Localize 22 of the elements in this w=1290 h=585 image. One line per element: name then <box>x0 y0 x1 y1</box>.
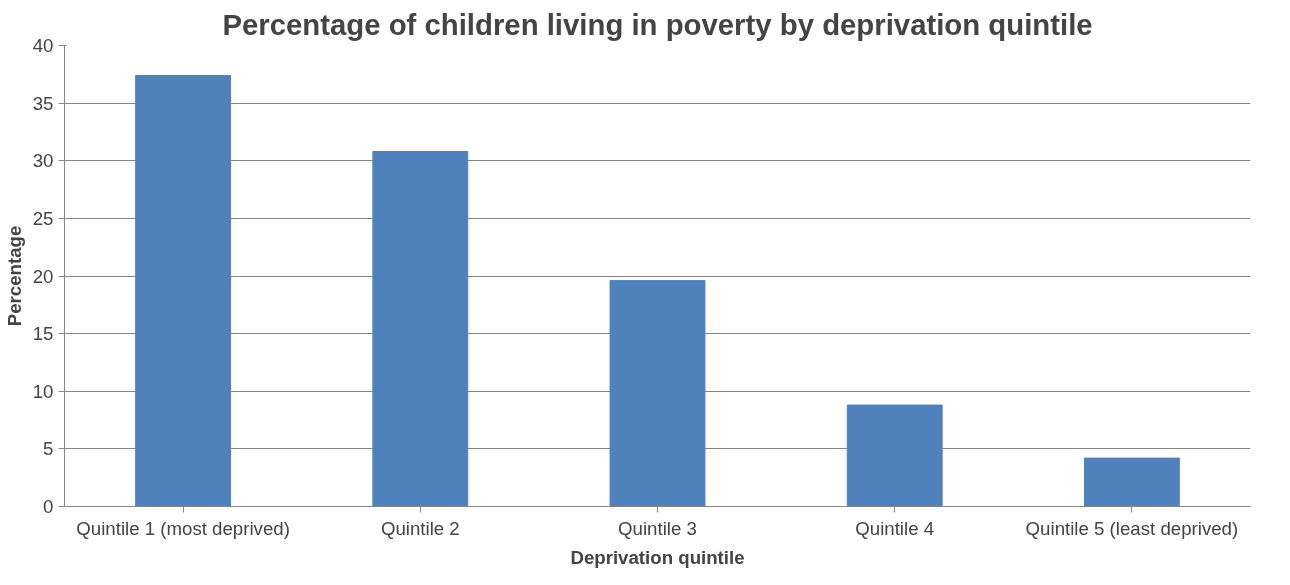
x-tick-label: Quintile 3 <box>618 517 697 539</box>
x-axis-title: Deprivation quintile <box>570 546 745 568</box>
y-tick-label: 25 <box>32 207 54 229</box>
x-tick-label: Quintile 4 <box>855 517 935 539</box>
y-tick-label: 15 <box>32 323 54 345</box>
bar <box>135 74 232 507</box>
y-tick-label: 10 <box>32 380 54 402</box>
y-tick-label: 35 <box>32 92 54 114</box>
y-tick-label: 0 <box>43 496 54 517</box>
chart-title: Percentage of children living in poverty by deprivation quintile <box>222 7 1093 41</box>
y-tick-label: 20 <box>32 265 54 287</box>
y-tick-label: 30 <box>32 150 54 172</box>
x-tick-label: Quintile 1 (most deprived) <box>76 517 290 539</box>
bar <box>609 280 706 507</box>
bar <box>846 404 943 507</box>
bar <box>372 151 469 507</box>
x-tick-label: Quintile 2 <box>380 517 460 539</box>
y-tick-label: 40 <box>32 35 54 56</box>
y-tick-label: 5 <box>43 438 54 460</box>
bar <box>1083 457 1180 507</box>
x-tick-label: Quintile 5 (least deprived) <box>1025 517 1239 539</box>
y-axis-title: Percentage <box>3 225 25 327</box>
